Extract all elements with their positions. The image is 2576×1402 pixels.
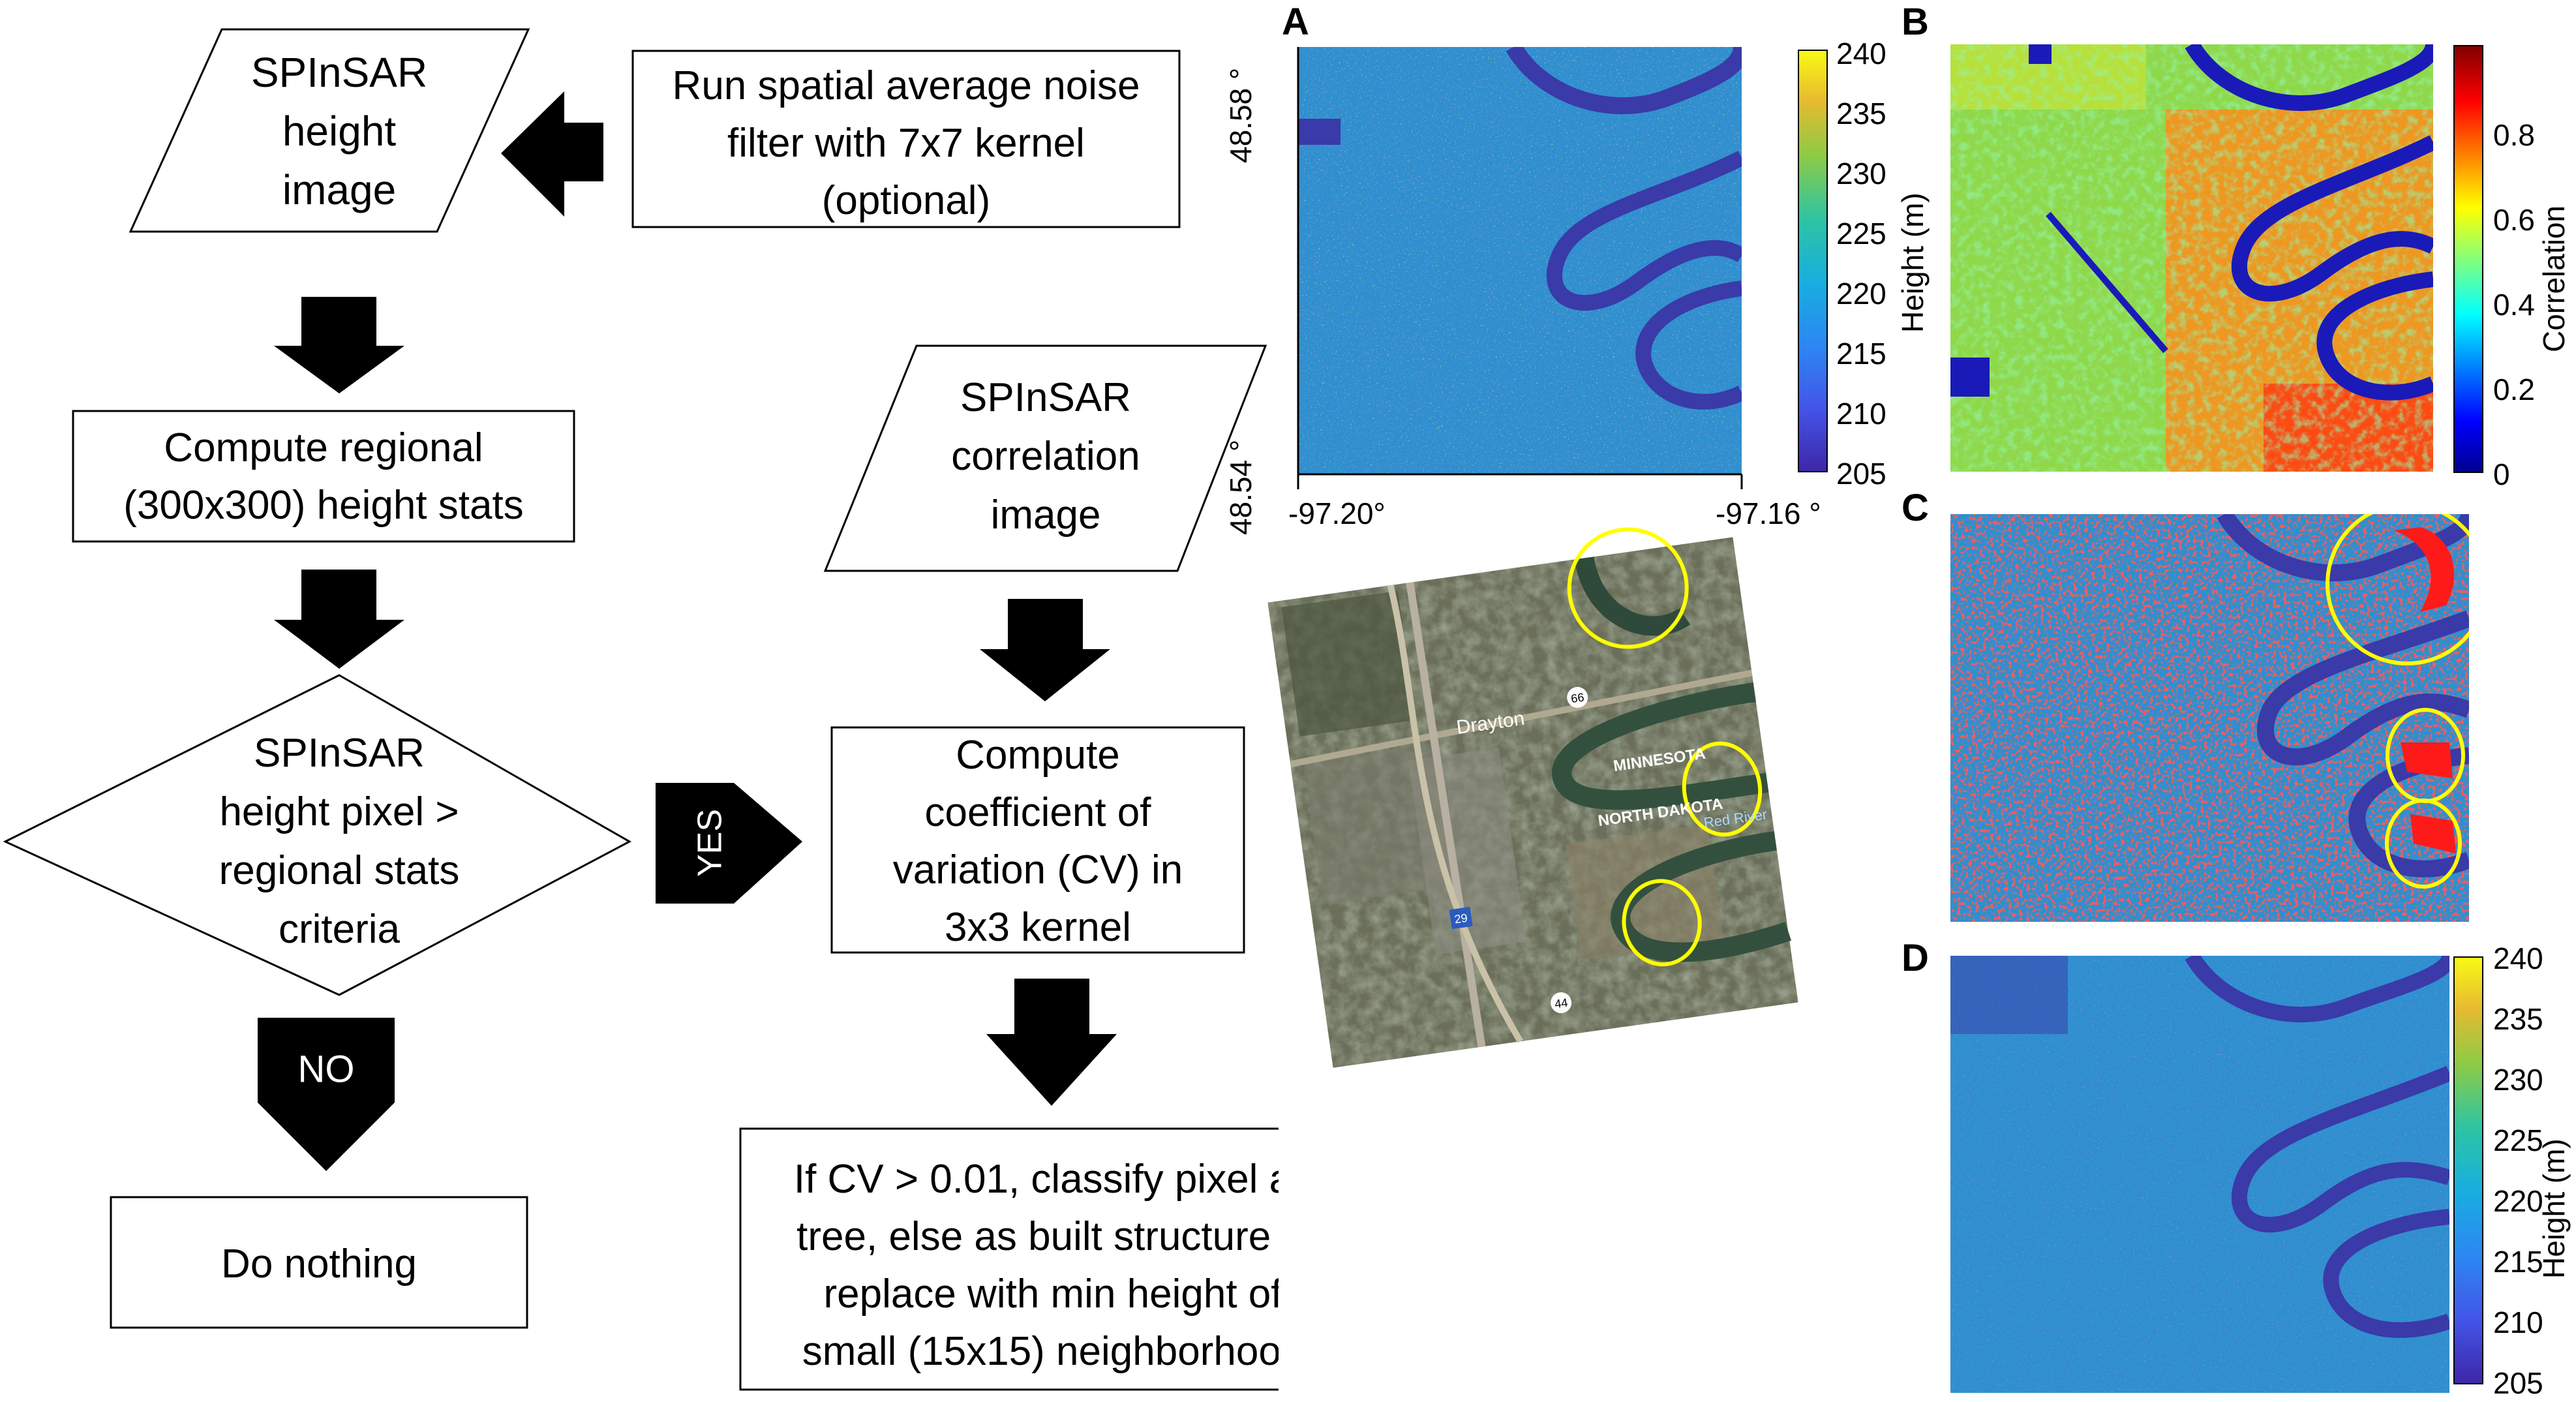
- do-nothing-text: Do nothing: [221, 1242, 417, 1287]
- down-arrow-1: [274, 297, 404, 393]
- panel-a-colorbar: [1798, 50, 1828, 472]
- panel-d-label: D: [1902, 937, 1929, 979]
- panel-b-tick-0.8: 0.8: [2493, 118, 2535, 152]
- map-highlight-circle-3: [1622, 879, 1702, 967]
- panel-c-label: C: [1902, 487, 1929, 529]
- panel-a-lon-left: -97.20°: [1288, 496, 1386, 530]
- yes-arrow: [656, 783, 802, 904]
- height-image-line-1: SPInSAR: [251, 49, 427, 96]
- compute-cv-line-4: 3x3 kernel: [945, 905, 1131, 950]
- correlation-image-line-3: image: [991, 493, 1101, 538]
- panel-a-tick-240: 240: [1836, 37, 1887, 70]
- map-route-66-text: 66: [1570, 691, 1585, 706]
- down-arrow-3: [980, 599, 1110, 701]
- noise-filter-line-1: Run spatial average noise: [673, 63, 1140, 108]
- classify-line-3: replace with min height of: [823, 1272, 1279, 1317]
- panel-a-tick-230: 230: [1836, 157, 1887, 190]
- panel-c-classified-map: [1950, 514, 2469, 922]
- panel-a-tick-235: 235: [1836, 97, 1887, 130]
- panel-d-tick-240: 240: [2493, 941, 2543, 975]
- map-route-29-text: 29: [1453, 911, 1468, 926]
- panel-d-corrected-height-map: [1950, 956, 2449, 1393]
- panel-b-label: B: [1902, 1, 1929, 43]
- compute-cv-line-2: coefficient of: [925, 790, 1152, 835]
- panel-d-tick-210: 210: [2493, 1305, 2543, 1339]
- down-arrow-2: [274, 570, 404, 669]
- decision-line-4: criteria: [279, 907, 401, 952]
- regional-stats-box: [72, 410, 575, 543]
- panel-a-tick-210: 210: [1836, 397, 1887, 431]
- correlation-image-shape: [823, 344, 1267, 572]
- height-image-line-3: image: [282, 166, 396, 213]
- correlation-image-line-1: SPInSAR: [960, 375, 1131, 420]
- classify-line-4: small (15x15) neighborhood: [802, 1329, 1279, 1374]
- panel-a-lat-top: 48.58 °: [1224, 67, 1258, 163]
- yes-label: YES: [691, 809, 729, 877]
- panel-a-tick-220: 220: [1836, 277, 1887, 311]
- no-arrow: [258, 1018, 395, 1171]
- decision-line-1: SPInSAR: [254, 731, 425, 776]
- panel-a-axes: [1297, 47, 1743, 489]
- panel-b-tick-0.6: 0.6: [2493, 203, 2535, 237]
- panel-d-tick-225: 225: [2493, 1123, 2543, 1157]
- panel-d-colorbar: [2453, 956, 2483, 1384]
- map-highlight-circle-1: [1567, 527, 1689, 649]
- panel-a-tick-215: 215: [1836, 337, 1887, 371]
- satellite-map: Drayton MINNESOTA NORTH DAKOTA Red River…: [1267, 527, 1798, 1068]
- panel-b-tick-0: 0: [2493, 457, 2510, 491]
- panel-d-tick-215: 215: [2493, 1245, 2543, 1279]
- noise-filter-line-2: filter with 7x7 kernel: [727, 121, 1085, 166]
- decision-line-3: regional stats: [219, 848, 460, 893]
- map-highlight-circle-2: [1682, 741, 1763, 837]
- panel-c-highlight-circle-3: [2385, 799, 2462, 889]
- panel-b-colorbar: [2453, 45, 2483, 473]
- panel-d-tick-205: 205: [2493, 1366, 2543, 1400]
- panel-b-tick-0.2: 0.2: [2493, 373, 2535, 406]
- down-arrow-4: [986, 979, 1117, 1106]
- flowchart: SPInSAR height image Run spatial average…: [3, 28, 1279, 1391]
- classify-box: [739, 1127, 1279, 1391]
- panel-b-tick-0.4: 0.4: [2493, 288, 2535, 322]
- panel-a-tick-225: 225: [1836, 217, 1887, 251]
- panel-b-colorbar-label: Correlation: [2537, 206, 2571, 352]
- panel-d-tick-220: 220: [2493, 1184, 2543, 1218]
- decision-diamond: [3, 674, 632, 996]
- panel-a-colorbar-label: Height (m): [1896, 192, 1930, 333]
- height-image-line-2: height: [282, 108, 397, 155]
- panel-d-tick-235: 235: [2493, 1002, 2543, 1036]
- map-route-44-text: 44: [1554, 996, 1569, 1011]
- noise-filter-line-3: (optional): [822, 178, 990, 223]
- map-route-66-shield-icon: [1567, 686, 1588, 708]
- correlation-image-line-2: correlation: [951, 434, 1140, 479]
- decision-line-2: height pixel >: [219, 789, 459, 834]
- panel-a-lon-right: -97.16 °: [1716, 496, 1821, 530]
- panel-d-colorbar-label: Height (m): [2537, 1138, 2571, 1279]
- compute-cv-line-1: Compute: [956, 733, 1120, 778]
- panel-a-label: A: [1282, 1, 1309, 43]
- height-image-shape: [129, 28, 530, 233]
- no-label: NO: [298, 1048, 355, 1090]
- panel-c-highlight-circle-1: [2326, 514, 2469, 665]
- panel-b-correlation-map: [1950, 44, 2433, 472]
- regional-stats-line-1: Compute regional: [164, 425, 483, 470]
- panel-d-tick-230: 230: [2493, 1063, 2543, 1097]
- classify-line-2: tree, else as built structure &: [796, 1214, 1279, 1259]
- panel-a-height-map: [1298, 47, 1742, 474]
- regional-stats-line-2: (300x300) height stats: [123, 483, 524, 528]
- panel-a-tick-205: 205: [1836, 457, 1887, 491]
- noise-filter-box: [631, 50, 1181, 228]
- classify-line-1: If CV > 0.01, classify pixel as: [794, 1157, 1279, 1202]
- compute-cv-line-3: variation (CV) in: [893, 847, 1183, 892]
- compute-cv-box: [830, 726, 1245, 954]
- map-route-29-shield-icon: [1449, 907, 1473, 930]
- map-route-44-shield-icon: [1551, 992, 1572, 1013]
- do-nothing-box: [110, 1196, 528, 1329]
- filter-to-height-arrow: [501, 91, 603, 217]
